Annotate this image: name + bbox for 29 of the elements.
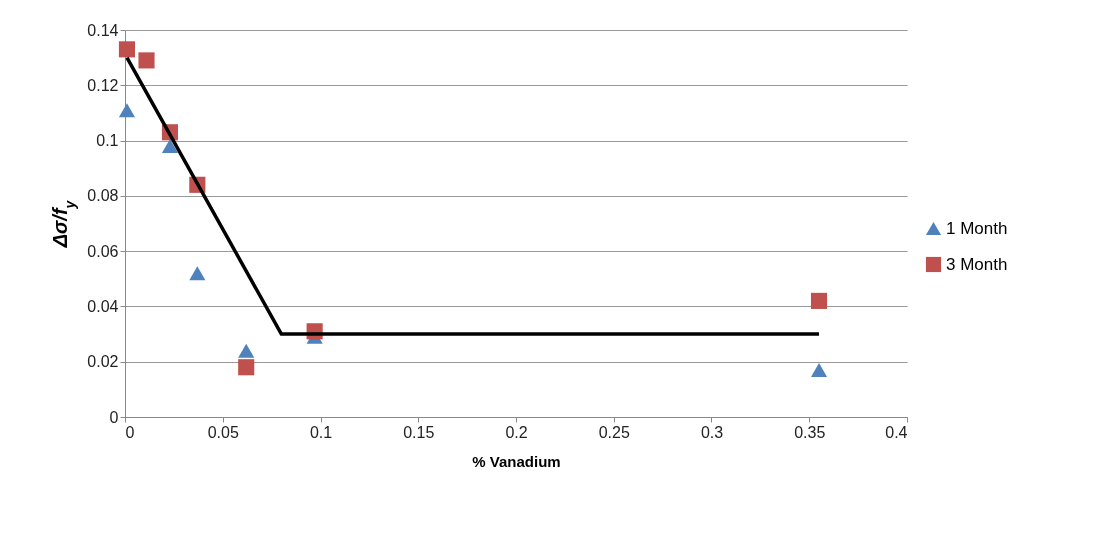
point [118, 103, 136, 118]
x-tick-label: 0.1 [309, 423, 333, 441]
y-tick-label: 0.06 [87, 242, 119, 260]
point [189, 266, 206, 281]
point [238, 359, 255, 376]
y-tick-label: 0.1 [96, 132, 119, 150]
x-tick-label: 0.25 [598, 423, 630, 441]
x-tick-label: 0.2 [505, 423, 528, 441]
y-tick-label: 0 [109, 408, 119, 426]
x-tick-label: 0.05 [207, 423, 239, 441]
point [118, 41, 136, 58]
point [161, 139, 179, 154]
x-tick-label: 0 [125, 423, 135, 441]
x-tick-label: 0.35 [794, 423, 826, 441]
x-axis-title: % Vanadium [472, 452, 561, 470]
x-tick-label: 0.15 [403, 423, 435, 441]
x-tick-label: 0.4 [885, 423, 908, 441]
y-tick-label: 0.08 [87, 187, 119, 205]
y-tick-label: 0.02 [87, 353, 119, 371]
legend-label: 3 Month [946, 254, 1008, 274]
y-tick-label: 0.12 [87, 76, 119, 94]
y-tick-label: 0.14 [87, 21, 119, 39]
point [238, 343, 255, 358]
point [810, 363, 828, 377]
point [138, 52, 155, 69]
x-tick-label: 0.3 [700, 423, 724, 441]
point [810, 292, 828, 309]
legend-label: 1 Month [946, 218, 1008, 238]
y-tick-label: 0.04 [87, 297, 119, 315]
